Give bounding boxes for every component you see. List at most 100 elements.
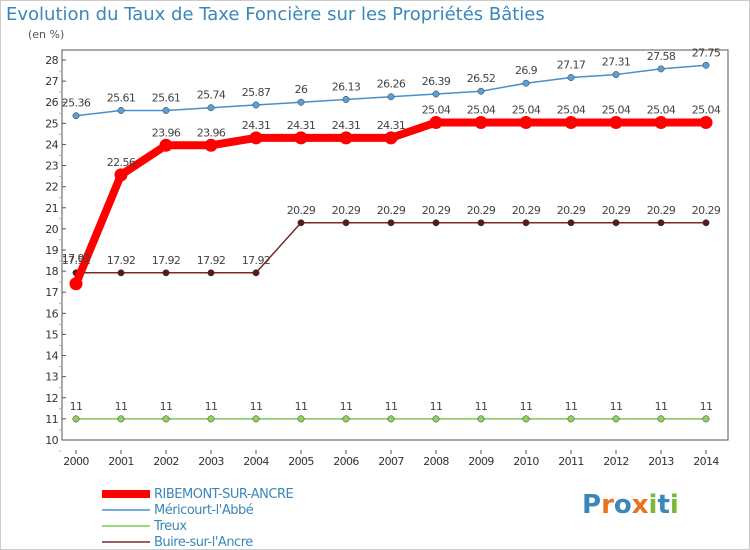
data-point [702,219,710,227]
data-label: 17.92 [62,252,91,265]
data-label: 25.61 [152,91,181,104]
data-point [117,269,125,277]
data-label: 26.39 [422,75,451,88]
data-label: 20.29 [377,204,406,217]
data-label: 11 [655,400,668,413]
data-label: 27.31 [602,56,631,69]
data-label: 17.92 [152,254,181,267]
legend-label: Treux [154,518,187,534]
logo-letter: t [657,490,670,520]
data-label: 25.04 [602,103,631,116]
data-label: 11 [295,400,308,413]
y-tick-label: 15 [45,328,58,341]
data-label: 25.04 [422,103,451,116]
data-point [207,415,215,423]
data-point [252,415,260,423]
legend-label: Méricourt-l'Abbé [154,502,254,518]
data-label: 27.75 [692,46,721,59]
data-point [432,90,440,98]
data-label: 11 [520,400,533,413]
data-label: 11 [115,400,128,413]
data-point [387,219,395,227]
data-point [657,415,665,423]
data-label: 27.58 [647,50,676,63]
x-tick-label: 2004 [243,455,269,468]
legend-swatch [102,541,150,543]
data-label: 25.87 [242,86,271,99]
logo-letter: o [613,490,632,520]
data-label: 11 [565,400,578,413]
data-label: 20.29 [647,204,676,217]
x-tick-label: 2014 [693,455,719,468]
x-tick-label: 2000 [63,455,89,468]
data-point [252,101,260,109]
data-point [114,168,128,182]
x-tick-label: 2010 [513,455,539,468]
logo-letter: i [648,490,658,520]
data-point [207,104,215,112]
x-tick-label: 2013 [648,455,674,468]
data-point [297,219,305,227]
x-tick-label: 2011 [558,455,584,468]
data-point [339,131,353,145]
data-label: 11 [385,400,398,413]
x-tick-label: 2008 [423,455,449,468]
data-label: 20.29 [332,204,361,217]
legend-item: Méricourt-l'Abbé [100,502,293,518]
data-label: 11 [475,400,488,413]
data-point [612,219,620,227]
data-point [522,415,530,423]
data-label: 11 [430,400,443,413]
data-label: 26.52 [467,72,496,85]
data-point [297,98,305,106]
data-label: 25.04 [647,103,676,116]
y-tick-label: 10 [45,434,58,447]
y-tick-label: 21 [45,202,58,215]
data-label: 11 [340,400,353,413]
logo-letter: i [669,490,679,520]
data-point [72,112,80,120]
data-point [117,415,125,423]
data-point [657,65,665,73]
legend-item: Buire-sur-l'Ancre [100,534,293,550]
data-point [294,131,308,145]
data-label: 20.29 [467,204,496,217]
data-point [387,93,395,101]
logo-letter: r [601,490,614,520]
legend-label: Buire-sur-l'Ancre [154,534,253,550]
data-point [477,415,485,423]
plot-area [61,49,729,441]
data-point [474,115,488,129]
y-tick-label: 19 [45,244,58,257]
data-point [477,87,485,95]
data-label: 17.92 [242,254,271,267]
data-point [342,219,350,227]
data-point [432,219,440,227]
data-label: 24.31 [377,119,406,132]
legend-item: Treux [100,518,293,534]
legend-item: RIBEMONT-SUR-ANCRE [100,486,294,502]
y-tick-label: 24 [45,138,58,151]
x-tick-label: 2003 [198,455,224,468]
data-label: 20.29 [557,204,586,217]
data-label: 23.96 [197,126,226,139]
data-point [429,115,443,129]
data-point [162,269,170,277]
data-point [342,96,350,103]
x-tick-label: 2009 [468,455,494,468]
data-point [567,74,575,81]
data-point [252,269,260,277]
y-tick-label: 17 [45,286,58,299]
data-label: 11 [70,400,83,413]
x-tick-label: 2002 [153,455,179,468]
data-point [204,138,218,152]
chart-title: Evolution du Taux de Taxe Foncière sur l… [6,4,545,25]
data-point [702,415,710,423]
data-point [69,277,83,291]
data-point [162,107,170,114]
data-point [159,138,173,152]
x-tick-label: 2005 [288,455,314,468]
data-point [342,415,350,423]
data-point [522,219,530,227]
data-label: 25.61 [107,91,136,104]
